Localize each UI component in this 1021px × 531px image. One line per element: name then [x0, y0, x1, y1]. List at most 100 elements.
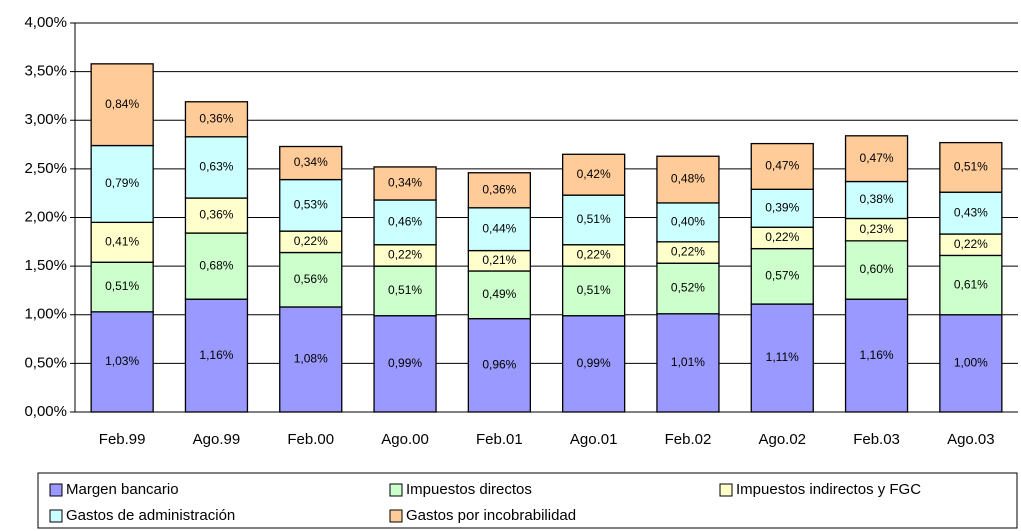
value-label: 0,42%	[577, 167, 611, 181]
value-label: 0,56%	[294, 272, 328, 286]
bar-segment	[184, 101, 249, 138]
value-label: 0,51%	[577, 283, 611, 297]
bar-segment	[750, 303, 814, 413]
x-tick-label: Feb.03	[853, 431, 900, 448]
y-tick-label: 1,00%	[24, 306, 67, 323]
bar-segment	[90, 261, 154, 313]
y-tick-label: 0,00%	[24, 403, 67, 420]
value-label: 1,16%	[199, 348, 233, 362]
value-label: 0,51%	[388, 283, 422, 297]
value-label: 0,57%	[765, 269, 799, 283]
legend-label: Margen bancario	[66, 481, 179, 498]
bar-segment	[279, 178, 343, 232]
bar-segment	[939, 254, 1003, 316]
bar-segment	[279, 306, 343, 413]
x-tick-label: Ago.02	[758, 431, 806, 448]
legend-swatch	[389, 509, 403, 523]
legend-swatch	[719, 483, 733, 497]
bar-segment	[750, 247, 814, 305]
bar-segment	[656, 262, 720, 315]
value-label: 0,46%	[388, 215, 422, 229]
legend-swatch	[49, 509, 63, 523]
bar-segment	[562, 194, 626, 246]
value-label: 0,53%	[294, 198, 328, 212]
bar-segment	[184, 232, 249, 300]
value-label: 0,51%	[577, 212, 611, 226]
legend-label: Gastos por incobrabilidad	[406, 507, 576, 524]
bar-segment	[279, 145, 343, 181]
value-label: 0,22%	[388, 248, 422, 262]
value-label: 0,51%	[105, 279, 139, 293]
x-tick-label: Ago.99	[193, 431, 241, 448]
bar-segment	[939, 191, 1003, 235]
value-label: 0,22%	[671, 245, 705, 259]
value-label: 0,22%	[765, 230, 799, 244]
value-label: 0,96%	[482, 357, 516, 371]
y-tick-label: 3,00%	[24, 111, 67, 128]
value-label: 0,23%	[860, 222, 894, 236]
value-label: 0,40%	[671, 215, 705, 229]
bar-segment	[750, 142, 814, 190]
bar-segment	[844, 298, 909, 413]
value-label: 0,68%	[199, 258, 233, 272]
bar-segment	[467, 172, 532, 209]
bar-segment	[184, 197, 249, 234]
legend-label: Impuestos indirectos y FGC	[736, 481, 921, 498]
value-label: 1,03%	[105, 354, 139, 368]
bar-segment	[373, 315, 437, 413]
value-label: 0,99%	[388, 356, 422, 370]
value-label: 0,22%	[294, 234, 328, 248]
bar-segment	[939, 314, 1003, 413]
value-label: 0,21%	[482, 253, 516, 267]
bar-segment	[90, 144, 154, 224]
value-label: 0,61%	[954, 277, 988, 291]
value-label: 0,63%	[199, 160, 233, 174]
value-label: 0,60%	[860, 262, 894, 276]
value-label: 0,48%	[671, 172, 705, 186]
bar-segment	[90, 63, 154, 147]
bar-segment	[562, 153, 626, 196]
bar-segment	[844, 240, 909, 300]
legend-swatch	[49, 483, 63, 497]
y-tick-label: 3,50%	[24, 63, 67, 80]
bar-segment	[844, 135, 909, 183]
value-label: 0,22%	[577, 248, 611, 262]
bar-segment	[656, 155, 720, 204]
bar-segment	[939, 141, 1003, 193]
value-label: 0,34%	[294, 155, 328, 169]
bar-segment	[467, 270, 532, 320]
value-label: 0,51%	[954, 160, 988, 174]
value-label: 1,11%	[766, 350, 799, 364]
y-tick-label: 0,50%	[24, 354, 67, 371]
value-label: 0,99%	[577, 356, 611, 370]
bar-segment	[279, 251, 343, 308]
value-label: 0,34%	[388, 176, 422, 190]
x-tick-label: Feb.01	[476, 431, 523, 448]
y-tick-label: 1,50%	[24, 257, 67, 274]
value-label: 0,44%	[482, 221, 516, 235]
legend-label: Gastos de administración	[66, 507, 235, 524]
value-label: 0,36%	[482, 182, 516, 196]
bar-segment	[562, 315, 626, 413]
bar-segment	[373, 265, 437, 317]
bar-segment	[844, 180, 909, 220]
value-label: 0,36%	[199, 111, 233, 125]
value-label: 0,43%	[954, 205, 988, 219]
value-label: 0,38%	[860, 192, 894, 206]
value-label: 0,52%	[671, 281, 705, 295]
legend-label: Impuestos directos	[406, 481, 532, 498]
value-label: 1,00%	[954, 356, 988, 370]
bar-segment	[467, 207, 532, 252]
x-tick-label: Feb.00	[287, 431, 334, 448]
value-label: 0,39%	[765, 200, 799, 214]
bar-segment	[467, 317, 532, 413]
bar-segment	[656, 313, 720, 413]
y-tick-label: 4,00%	[24, 14, 67, 31]
x-tick-label: Feb.02	[665, 431, 712, 448]
value-label: 1,01%	[671, 355, 705, 369]
value-label: 0,41%	[105, 234, 139, 248]
y-tick-label: 2,50%	[24, 160, 67, 177]
value-label: 0,84%	[105, 97, 139, 111]
value-label: 1,16%	[860, 348, 894, 362]
